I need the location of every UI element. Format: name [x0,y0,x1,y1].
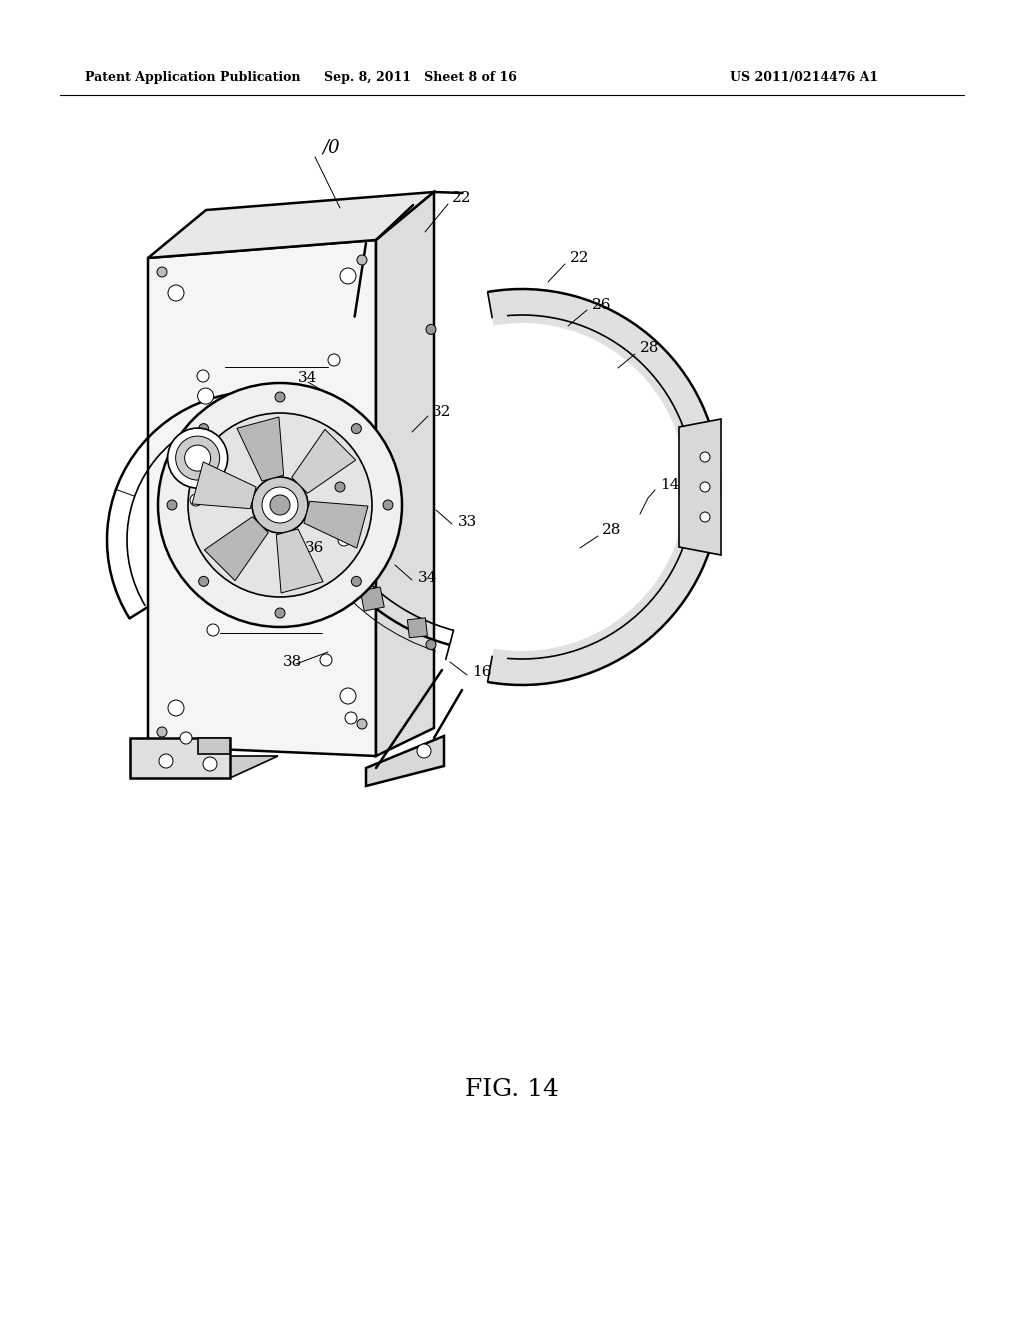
Circle shape [340,688,356,704]
Circle shape [275,609,285,618]
Text: 32: 32 [432,405,452,418]
Text: 28: 28 [602,523,622,537]
Circle shape [184,445,211,471]
Polygon shape [193,462,256,508]
Polygon shape [408,618,427,638]
Text: 26: 26 [592,298,611,312]
Circle shape [168,428,227,488]
Circle shape [700,512,710,521]
Circle shape [252,477,308,533]
Circle shape [275,392,285,403]
Circle shape [351,577,361,586]
Circle shape [167,500,177,510]
Polygon shape [148,191,434,257]
Circle shape [335,482,345,492]
Circle shape [220,486,228,494]
Circle shape [291,557,299,565]
Circle shape [203,756,217,771]
Circle shape [417,744,431,758]
Circle shape [357,255,367,265]
Circle shape [357,719,367,729]
Text: 28: 28 [640,341,659,355]
Circle shape [198,388,214,404]
Polygon shape [237,417,284,480]
Text: 33: 33 [458,515,477,529]
Circle shape [180,733,193,744]
Circle shape [351,424,361,434]
Text: 16: 16 [472,665,492,678]
Text: 36: 36 [305,541,325,554]
Text: 38: 38 [283,655,302,669]
Circle shape [234,543,243,550]
Circle shape [207,624,219,636]
Circle shape [383,500,393,510]
Text: 22: 22 [452,191,471,205]
Text: 34: 34 [418,572,437,585]
Polygon shape [205,516,268,581]
Circle shape [700,482,710,492]
Polygon shape [304,502,368,548]
Circle shape [261,445,269,453]
Text: 22: 22 [570,251,590,265]
Circle shape [190,494,202,506]
Circle shape [158,383,402,627]
Circle shape [199,424,209,434]
Circle shape [162,474,178,490]
Circle shape [157,267,167,277]
Wedge shape [487,289,720,685]
Polygon shape [679,418,721,554]
Text: /0: /0 [322,139,340,156]
Circle shape [317,459,325,469]
Polygon shape [366,737,444,785]
Polygon shape [198,738,230,754]
Text: Sep. 8, 2011   Sheet 8 of 16: Sep. 8, 2011 Sheet 8 of 16 [324,71,516,84]
Polygon shape [292,429,355,494]
Text: Patent Application Publication: Patent Application Publication [85,71,300,84]
Circle shape [270,495,290,515]
Circle shape [319,653,332,667]
Circle shape [262,487,298,523]
Circle shape [188,413,372,597]
Circle shape [199,577,209,586]
Circle shape [176,436,219,480]
Circle shape [426,325,436,334]
Circle shape [328,354,340,366]
Text: US 2011/0214476 A1: US 2011/0214476 A1 [730,71,879,84]
Polygon shape [148,240,376,756]
Circle shape [426,640,436,649]
Circle shape [345,711,357,723]
Text: 34: 34 [298,371,317,385]
Circle shape [346,504,362,520]
Polygon shape [376,191,434,756]
Circle shape [168,700,184,715]
Circle shape [700,451,710,462]
Circle shape [159,754,173,768]
Polygon shape [130,756,278,777]
Polygon shape [130,738,230,777]
Polygon shape [360,587,384,611]
Text: FIG. 14: FIG. 14 [465,1078,559,1101]
Circle shape [338,535,350,546]
Circle shape [157,727,167,737]
Text: 14: 14 [660,478,680,492]
Circle shape [332,516,340,524]
Circle shape [340,268,356,284]
Circle shape [197,370,209,381]
Circle shape [168,285,184,301]
Polygon shape [276,529,323,593]
